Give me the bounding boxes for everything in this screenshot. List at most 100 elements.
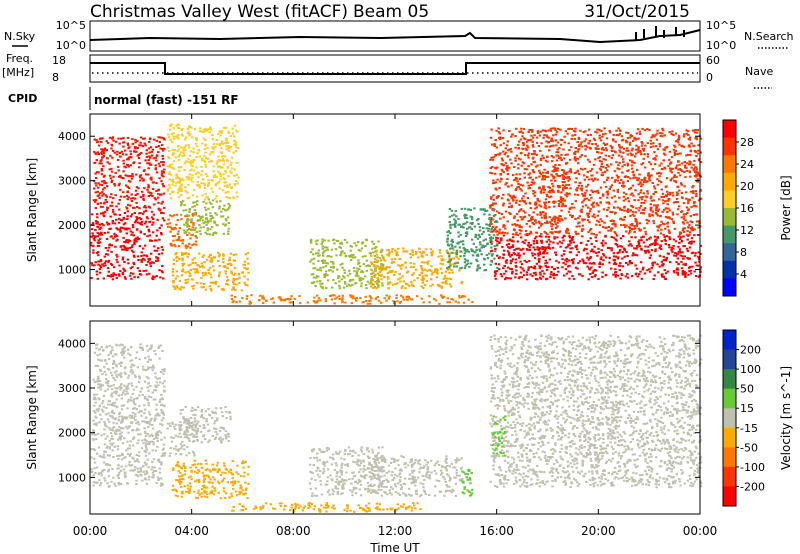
echo-cell <box>94 172 97 175</box>
echo-cell <box>667 216 671 219</box>
echo-cell <box>204 172 208 175</box>
echo-cell <box>568 240 572 242</box>
echo-cell <box>453 223 456 226</box>
echo-cell <box>209 253 212 256</box>
echo-cell <box>143 206 146 209</box>
echo-cell <box>677 250 680 253</box>
echo-cell <box>227 278 230 281</box>
echo-cell <box>565 192 568 195</box>
echo-cell <box>206 128 209 131</box>
echo-cell <box>699 197 703 200</box>
echo-cell <box>160 455 164 458</box>
echo-cell <box>577 138 581 140</box>
echo-cell <box>619 245 622 248</box>
echo-cell <box>227 227 230 230</box>
echo-cell <box>499 217 502 220</box>
echo-cell <box>653 274 656 277</box>
echo-cell <box>146 458 149 461</box>
echo-cell <box>325 287 328 289</box>
echo-cell <box>191 136 194 139</box>
echo-cell <box>540 188 544 191</box>
echo-cell <box>227 130 230 133</box>
echo-cell <box>374 250 378 253</box>
echo-cell <box>397 264 400 267</box>
echo-cell <box>135 429 138 432</box>
echo-cell <box>662 222 665 225</box>
echo-cell <box>680 183 683 186</box>
echo-cell <box>508 148 511 151</box>
echo-cell <box>420 252 423 255</box>
echo-cell <box>622 195 626 198</box>
echo-cell <box>550 225 553 228</box>
echo-cell <box>162 454 165 457</box>
echo-cell <box>177 148 180 151</box>
echo-cell <box>212 165 215 168</box>
echo-cell <box>636 275 639 278</box>
echo-cell <box>207 207 210 210</box>
echo-cell <box>414 268 418 271</box>
echo-cell <box>200 142 204 145</box>
echo-cell <box>99 192 102 195</box>
echo-cell <box>662 159 665 162</box>
echo-cell <box>626 164 630 167</box>
echo-cell <box>217 207 221 210</box>
echo-cell <box>162 277 165 280</box>
echo-cell <box>136 255 140 258</box>
echo-cell <box>531 178 534 181</box>
echo-cell <box>555 131 559 134</box>
echo-cell <box>671 211 674 214</box>
echo-cell <box>564 259 567 262</box>
echo-cell <box>124 228 127 231</box>
echo-cell <box>465 263 468 266</box>
echo-cell <box>527 268 530 271</box>
echo-cell <box>225 219 228 222</box>
echo-cell <box>492 234 496 237</box>
echo-cell <box>677 138 680 141</box>
echo-cell <box>372 286 375 289</box>
echo-cell <box>151 195 154 197</box>
echo-cell <box>371 283 374 286</box>
echo-cell <box>147 159 150 161</box>
echo-cell <box>431 271 434 274</box>
echo-cell <box>491 237 494 240</box>
echo-cell <box>138 237 141 240</box>
echo-cell <box>98 162 101 165</box>
echo-cell <box>498 136 501 139</box>
echo-cell <box>381 284 384 287</box>
echo-cell <box>160 174 164 177</box>
echo-cell <box>449 247 452 250</box>
echo-cell <box>172 181 175 184</box>
echo-cell <box>98 137 102 140</box>
echo-cell <box>618 146 622 149</box>
echo-cell <box>569 247 572 250</box>
frequency-frame <box>89 54 701 83</box>
echo-cell <box>692 213 696 216</box>
echo-cell <box>150 150 153 153</box>
echo-cell <box>144 444 148 447</box>
echo-cell <box>554 129 557 132</box>
echo-cell <box>196 152 199 155</box>
echo-cell <box>109 196 112 199</box>
echo-cell <box>215 200 218 203</box>
echo-cell <box>585 197 589 200</box>
echo-cell <box>699 244 702 247</box>
echo-cell <box>181 268 185 271</box>
nsearch-tick-top: 10^5 <box>706 19 736 32</box>
echo-cell <box>181 270 185 273</box>
echo-cell <box>316 280 319 283</box>
echo-cell <box>289 301 293 304</box>
echo-cell <box>528 214 531 217</box>
echo-cell <box>661 210 664 213</box>
echo-cell <box>321 240 324 243</box>
echo-cell <box>588 160 591 163</box>
echo-cell <box>244 253 248 256</box>
y-tick-label: 2000 <box>58 219 86 232</box>
echo-cell <box>132 234 136 237</box>
echo-cell <box>494 202 497 205</box>
echo-cell <box>324 273 328 276</box>
echo-cell <box>542 171 545 174</box>
echo-cell <box>684 262 687 265</box>
echo-cell <box>204 221 207 224</box>
echo-cell <box>415 251 418 253</box>
colorbar-tick-label: 8 <box>740 246 747 259</box>
